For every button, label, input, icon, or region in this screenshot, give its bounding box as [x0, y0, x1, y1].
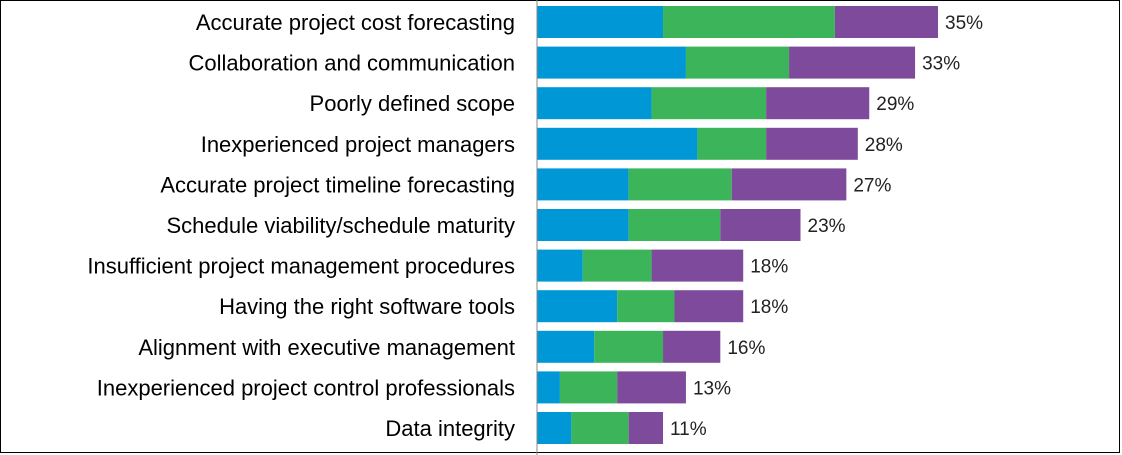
bar-segment-3: [663, 330, 721, 363]
bar-segment-3: [674, 290, 744, 323]
category-label: Having the right software tools: [219, 294, 515, 319]
bar-segment-3: [651, 249, 744, 282]
bar-segment-2: [582, 249, 652, 282]
bar-segment-3: [731, 168, 847, 201]
bar-segment-1: [537, 209, 629, 241]
bar-segment-3: [834, 6, 938, 38]
total-label: 28%: [865, 135, 903, 156]
category-label: Accurate project cost forecasting: [196, 10, 515, 35]
bar-segment-1: [537, 46, 686, 79]
bar-segment-1: [537, 412, 572, 444]
category-label: Inexperienced project managers: [201, 132, 515, 157]
category-label: Inexperienced project control profession…: [97, 375, 515, 400]
total-label: 33%: [922, 54, 960, 75]
total-label: 29%: [876, 94, 914, 115]
bar-segment-1: [537, 249, 583, 282]
bar-segment-1: [537, 168, 629, 201]
category-label: Collaboration and communication: [188, 51, 515, 76]
total-label: 35%: [945, 13, 983, 34]
category-label: Poorly defined scope: [310, 91, 515, 116]
bar-segment-1: [537, 290, 618, 323]
total-label: 11%: [670, 419, 707, 440]
bar-segment-1: [537, 127, 698, 160]
bar-segment-2: [628, 209, 721, 241]
category-label: Schedule viability/schedule maturity: [166, 213, 515, 238]
bar-segment-3: [720, 209, 801, 241]
bar-segment-1: [537, 87, 652, 120]
bar-segment-3: [617, 371, 686, 404]
bar-segment-2: [697, 127, 767, 160]
bar-segment-2: [559, 371, 618, 404]
total-label: 18%: [750, 297, 788, 318]
bar-segment-3: [766, 87, 870, 120]
total-label: 23%: [808, 216, 846, 237]
bar-segment-1: [537, 371, 560, 404]
bar-segment-2: [628, 168, 732, 201]
bar-segment-1: [537, 330, 595, 363]
bar-segment-1: [537, 6, 664, 38]
category-label: Data integrity: [385, 416, 515, 441]
bar-segment-2: [651, 87, 767, 120]
total-label: 13%: [693, 378, 731, 399]
bar-segment-3: [628, 412, 664, 444]
total-label: 16%: [727, 338, 765, 359]
category-label: Insufficient project management procedur…: [87, 254, 515, 279]
bar-segment-3: [766, 127, 858, 160]
bar-segment-3: [789, 46, 916, 79]
category-label: Accurate project timeline forecasting: [160, 172, 515, 197]
bar-segment-2: [685, 46, 790, 79]
total-label: 18%: [750, 257, 788, 278]
bar-segment-2: [594, 330, 664, 363]
bar-segment-2: [617, 290, 675, 323]
total-label: 27%: [853, 175, 891, 196]
bar-segment-2: [571, 412, 629, 444]
category-label: Alignment with executive management: [138, 335, 515, 360]
bar-segment-2: [663, 6, 835, 38]
